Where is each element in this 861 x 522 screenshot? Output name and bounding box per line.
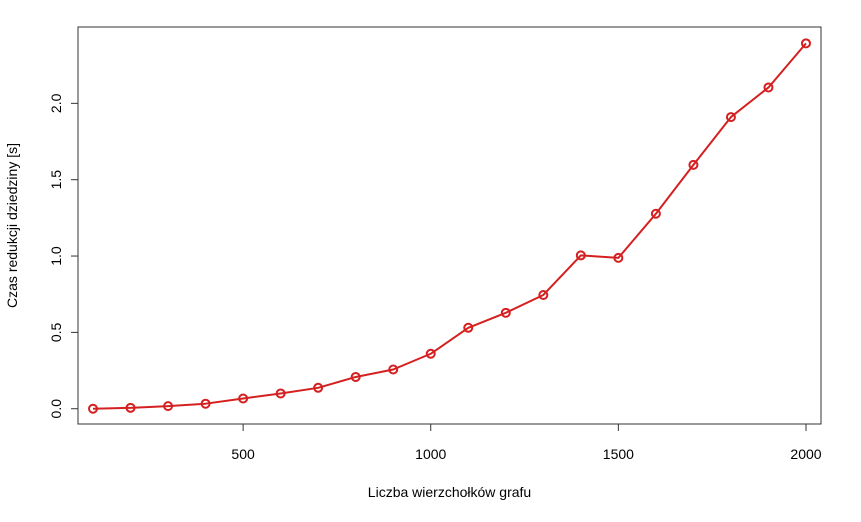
data-point — [688, 159, 699, 170]
data-point — [238, 393, 249, 404]
data-point — [800, 38, 811, 49]
data-point — [575, 250, 586, 261]
x-axis-title: Liczba wierzchołków grafu — [368, 484, 531, 500]
data-point — [350, 371, 361, 382]
data-point — [200, 398, 211, 409]
series-line — [92, 42, 807, 410]
x-axis: 500 1000 1500 2000 — [231, 423, 822, 462]
x-tick-label: 2000 — [790, 446, 821, 462]
data-point — [613, 252, 624, 263]
data-point — [425, 348, 436, 359]
x-tick-label: 500 — [231, 446, 255, 462]
y-tick-label: 0.5 — [48, 322, 64, 342]
data-point — [275, 388, 286, 399]
data-point — [500, 307, 511, 318]
data-point — [313, 382, 324, 393]
data-point — [763, 82, 774, 93]
data-point — [650, 208, 661, 219]
x-tick-label: 1000 — [415, 446, 446, 462]
y-axis-title: Czas redukcji dziedziny [s] — [4, 143, 20, 308]
data-point — [163, 401, 174, 412]
data-point — [125, 402, 136, 413]
y-tick-label: 2.0 — [48, 93, 64, 113]
data-point — [538, 289, 549, 300]
y-tick-label: 1.0 — [48, 246, 64, 266]
data-point — [388, 364, 399, 375]
plot-frame — [77, 26, 822, 425]
y-tick-label: 0.0 — [48, 399, 64, 419]
y-tick-label: 1.5 — [48, 170, 64, 190]
data-point — [88, 403, 99, 414]
x-tick-label: 1500 — [603, 446, 634, 462]
y-axis: 0.0 0.5 1.0 1.5 2.0 — [48, 93, 79, 419]
series-layer — [88, 38, 811, 414]
data-point — [725, 112, 736, 123]
data-point — [463, 322, 474, 333]
